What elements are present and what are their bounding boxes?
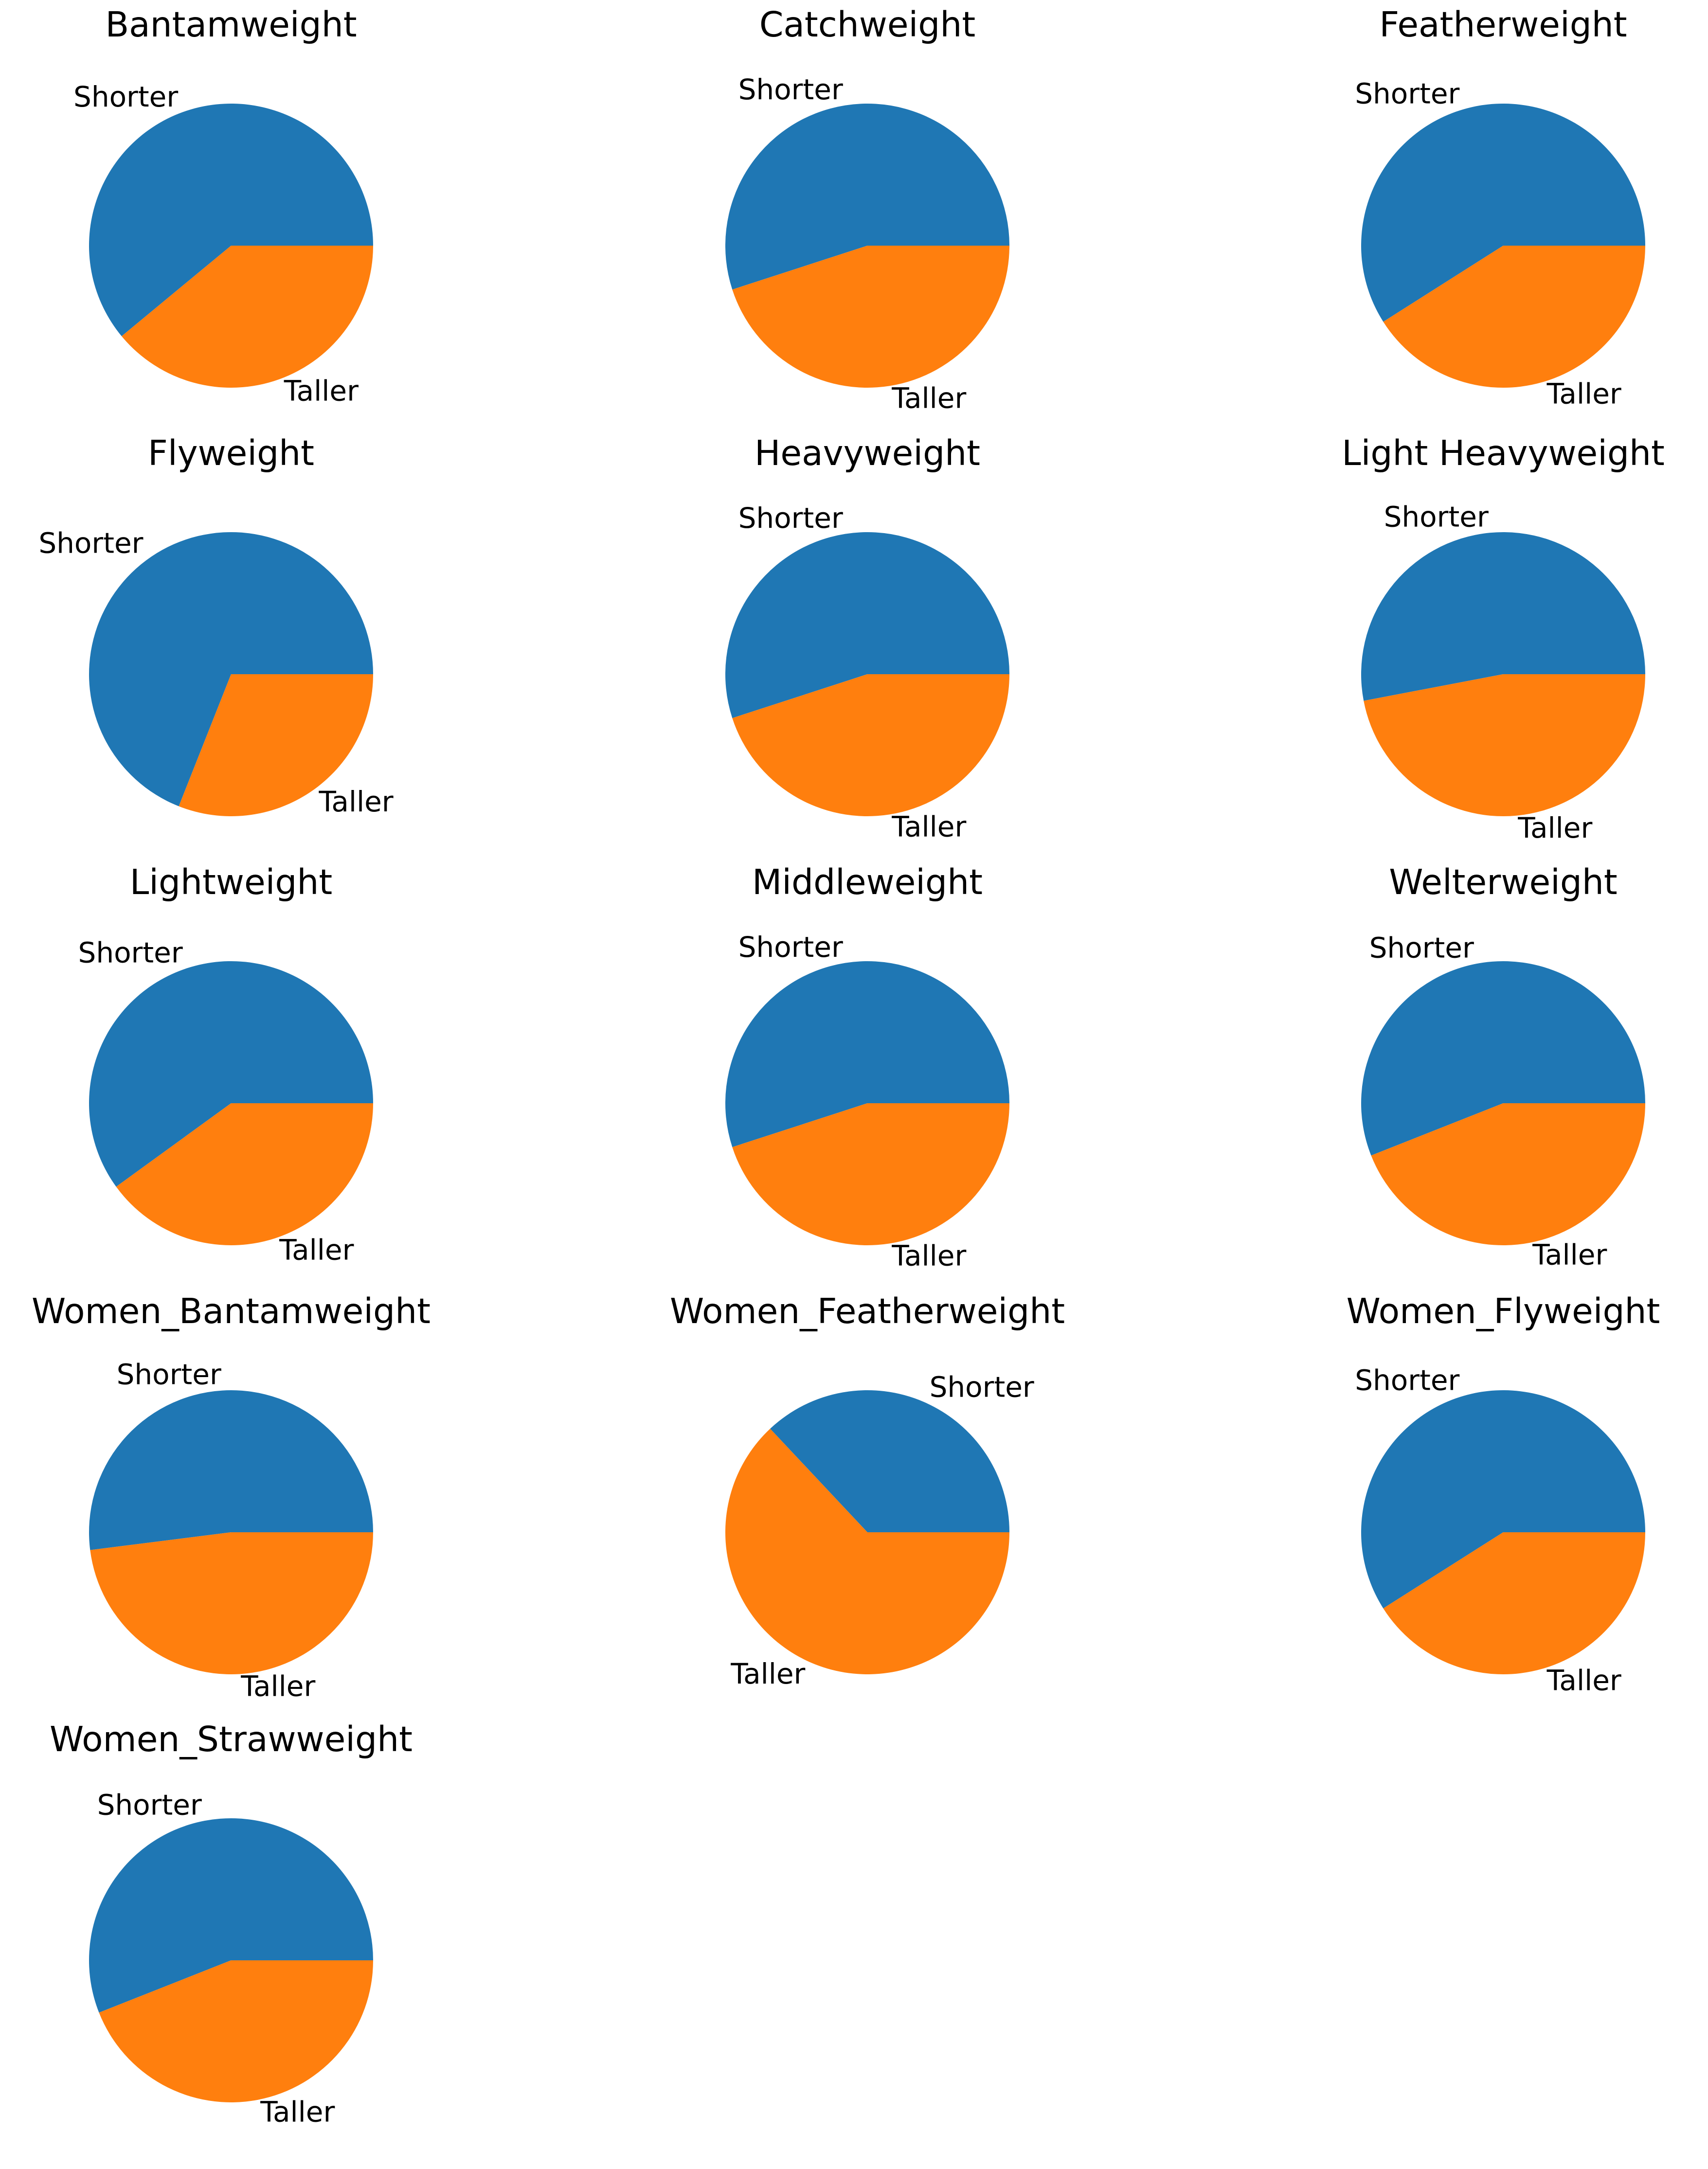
pie-slice-taller: [732, 1103, 1009, 1246]
pie-chart: Flyweight Shorter Taller: [38, 433, 393, 818]
pie-chart: Heavyweight Shorter Taller: [725, 433, 1009, 843]
pie-label-shorter: Shorter: [738, 73, 843, 106]
pie-title: Heavyweight: [755, 433, 980, 473]
pie-title: Lightweight: [130, 862, 333, 902]
pie-label-taller: Taller: [891, 1239, 966, 1272]
pie-slice-shorter: [89, 104, 373, 337]
pie-label-taller: Taller: [1517, 811, 1592, 844]
pie-title: Featherweight: [1379, 4, 1627, 45]
pie-slice-shorter: [1361, 532, 1645, 701]
pie-chart: Catchweight Shorter Taller: [725, 4, 1009, 414]
pie-label-shorter: Shorter: [1355, 1364, 1459, 1397]
pie-label-shorter: Shorter: [73, 80, 178, 113]
pie-slice-shorter: [725, 532, 1009, 718]
pie-title: Light Heavyweight: [1342, 433, 1665, 473]
pie-chart: Women_Bantamweight Shorter Taller: [32, 1291, 431, 1703]
pie-label-shorter: Shorter: [97, 1789, 202, 1822]
pie-chart: Light Heavyweight Shorter Taller: [1342, 433, 1665, 844]
pie-label-shorter: Shorter: [1384, 500, 1489, 533]
pie-title: Catchweight: [759, 4, 975, 45]
pie-title: Bantamweight: [105, 4, 357, 45]
pie-slice-shorter: [89, 532, 373, 807]
pie-label-shorter: Shorter: [1355, 77, 1459, 110]
pie-chart: Featherweight Shorter Taller: [1355, 4, 1645, 411]
pie-slice-taller: [1364, 674, 1646, 817]
pie-label-taller: Taller: [1546, 1664, 1621, 1697]
pie-slice-shorter: [725, 961, 1009, 1147]
pie-label-taller: Taller: [284, 374, 359, 407]
pie-title: Flyweight: [148, 433, 314, 473]
pie-slice-taller: [90, 1532, 374, 1675]
pie-label-taller: Taller: [260, 2096, 335, 2129]
pie-label-shorter: Shorter: [117, 1358, 221, 1391]
pie-chart: Middleweight Shorter Taller: [725, 862, 1009, 1272]
pie-label-taller: Taller: [1532, 1238, 1607, 1272]
pie-chart: Bantamweight Shorter Taller: [73, 4, 373, 407]
pie-chart: Women_Flyweight Shorter Taller: [1347, 1291, 1660, 1697]
pie-chart: Women_Strawweight Shorter Taller: [50, 1719, 413, 2129]
pie-slice-taller: [99, 1960, 373, 2102]
pie-slice-shorter: [770, 1390, 1009, 1532]
pie-label-taller: Taller: [891, 381, 966, 414]
pie-label-shorter: Shorter: [38, 526, 143, 559]
pie-label-taller: Taller: [730, 1657, 805, 1690]
pie-label-taller: Taller: [319, 785, 394, 818]
pie-slice-taller: [122, 246, 373, 388]
pie-chart: Welterweight Shorter Taller: [1361, 862, 1645, 1272]
pie-title: Women_Bantamweight: [32, 1291, 431, 1331]
pie-label-shorter: Shorter: [78, 936, 183, 969]
pie-title: Middleweight: [752, 862, 983, 902]
pie-slice-taller: [116, 1103, 373, 1245]
pie-slice-taller: [1383, 246, 1645, 388]
pie-label-taller: Taller: [891, 810, 966, 843]
pie-label-taller: Taller: [1546, 377, 1621, 411]
pie-title: Women_Strawweight: [50, 1719, 413, 1759]
pie-label-shorter: Shorter: [1369, 932, 1474, 965]
pie-slice-taller: [732, 674, 1009, 817]
pie-label-shorter: Shorter: [738, 502, 843, 535]
pie-slice-shorter: [89, 1390, 373, 1550]
pie-title: Welterweight: [1389, 862, 1618, 902]
pie-slice-shorter: [89, 961, 373, 1187]
pie-chart: Lightweight Shorter Taller: [78, 862, 373, 1267]
pie-slice-shorter: [1361, 961, 1645, 1156]
pie-slice-shorter: [89, 1818, 374, 2013]
pie-label-taller: Taller: [240, 1670, 315, 1703]
pie-slice-taller: [179, 674, 373, 816]
pie-slice-shorter: [1361, 103, 1645, 322]
pie-slice-taller: [725, 1429, 1009, 1674]
pie-title: Women_Flyweight: [1347, 1291, 1660, 1331]
pie-label-shorter: Shorter: [930, 1370, 1034, 1403]
pie-slice-shorter: [1361, 1390, 1645, 1609]
pie-slice-taller: [732, 246, 1009, 388]
pie-chart: Women_Featherweight Shorter Taller: [670, 1291, 1065, 1690]
pie-label-taller: Taller: [279, 1234, 354, 1267]
pie-slice-shorter: [725, 104, 1009, 290]
pie-slice-taller: [1383, 1532, 1645, 1674]
pie-slice-taller: [1371, 1103, 1645, 1245]
pie-title: Women_Featherweight: [670, 1291, 1065, 1331]
pie-label-shorter: Shorter: [738, 931, 843, 964]
